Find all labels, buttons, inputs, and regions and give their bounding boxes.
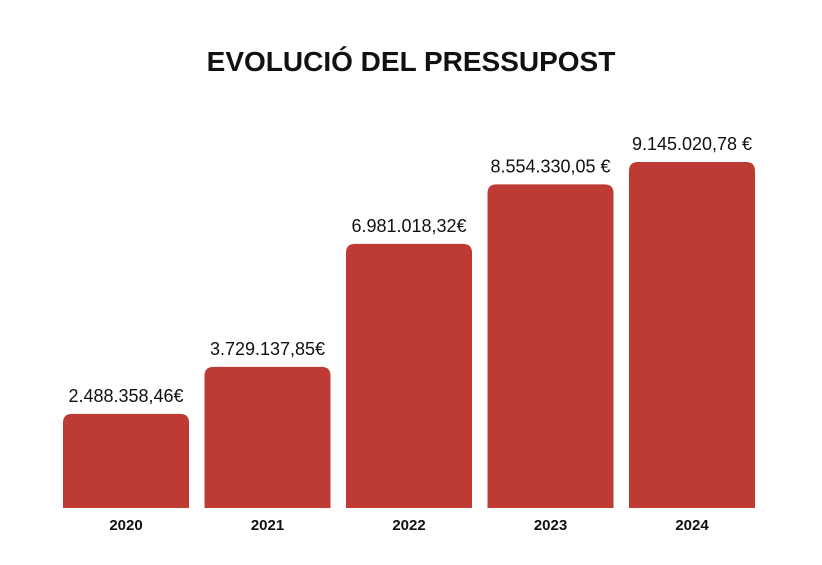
bar-2022 <box>346 243 472 509</box>
x-tick-2024: 2024 <box>675 517 709 534</box>
x-tick-2021: 2021 <box>251 517 284 534</box>
value-label-2024: 9.145.020,78 € <box>632 134 752 154</box>
value-label-2020: 2.488.358,46€ <box>68 386 183 406</box>
bars-group <box>63 162 755 509</box>
bar-2023 <box>487 184 614 508</box>
x-axis-tick-labels: 2020 2021 2022 2023 2024 <box>109 517 709 534</box>
value-label-2021: 3.729.137,85€ <box>210 339 325 359</box>
x-tick-2022: 2022 <box>392 517 425 534</box>
value-labels-group: 2.488.358,46€ 3.729.137,85€ 6.981.018,32€ 8… <box>68 134 752 406</box>
bar-2020 <box>63 413 189 508</box>
bar-2021 <box>204 366 331 508</box>
value-label-2023: 8.554.330,05 € <box>490 156 610 176</box>
value-label-2022: 6.981.018,32€ <box>351 216 466 236</box>
chart-title: EVOLUCIÓ DEL PRESSUPOST <box>207 46 616 77</box>
bar-2024 <box>629 162 755 508</box>
x-tick-2023: 2023 <box>534 517 567 534</box>
x-tick-2020: 2020 <box>109 517 142 534</box>
